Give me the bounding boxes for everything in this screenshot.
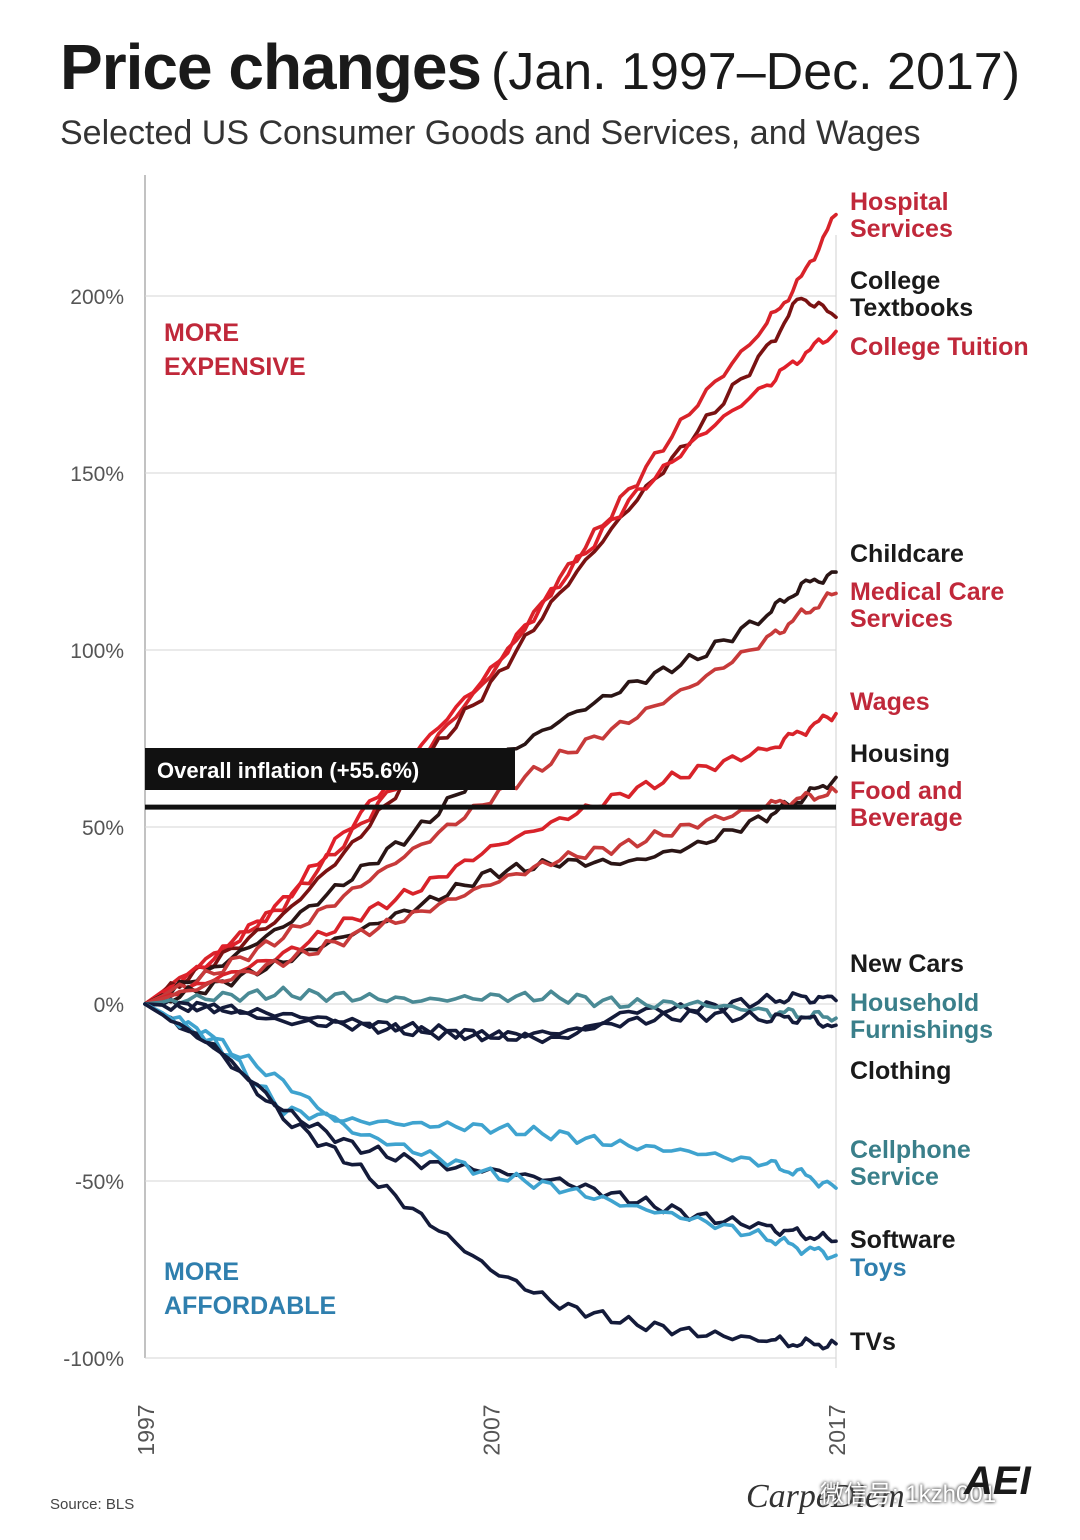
inflation-label-box bbox=[145, 748, 515, 790]
x-tick-label: 2007 bbox=[479, 1404, 505, 1455]
series-label: Cellphone Service bbox=[850, 1136, 971, 1191]
series-label-line: Services bbox=[850, 605, 953, 633]
aei-logo: AEI bbox=[963, 1459, 1032, 1502]
series-label: Wages bbox=[850, 688, 930, 716]
series-label-line: Toys bbox=[850, 1254, 907, 1282]
series-label: Software bbox=[850, 1226, 956, 1254]
more-affordable-line: MORE bbox=[164, 1258, 239, 1286]
y-tick-label: 150% bbox=[70, 463, 124, 486]
series-line-food-and-beverage bbox=[143, 785, 838, 1006]
zone-annotations: MORE EXPENSIVE MORE AFFORDABLE bbox=[164, 319, 336, 1320]
series-label: Childcare bbox=[850, 540, 964, 568]
series-label: New Cars bbox=[850, 950, 964, 978]
series-label-line: Childcare bbox=[850, 540, 964, 568]
grid-lines bbox=[144, 175, 837, 1368]
chart-subtitle: Selected US Consumer Goods and Services,… bbox=[60, 114, 921, 152]
more-affordable-note: MORE AFFORDABLE bbox=[164, 1258, 336, 1320]
series-line-tvs bbox=[143, 1002, 838, 1351]
x-axis-ticks: 1997 2007 2017 bbox=[133, 1404, 850, 1455]
x-tick-label: 1997 bbox=[133, 1404, 159, 1455]
series-label-line: College bbox=[850, 267, 940, 295]
series-label: Hospital Services bbox=[850, 188, 953, 243]
series-label-line: Software bbox=[850, 1226, 956, 1254]
series-label: Medical Care Services bbox=[850, 578, 1004, 633]
series-label-line: Textbooks bbox=[850, 294, 973, 322]
y-tick-label: 0% bbox=[94, 994, 124, 1017]
inflation-label: Overall inflation (+55.6%) bbox=[157, 758, 419, 783]
series-label: Household Furnishings bbox=[850, 989, 993, 1044]
y-tick-label: 100% bbox=[70, 640, 124, 663]
series-lines bbox=[143, 212, 838, 1351]
series-label-line: Housing bbox=[850, 740, 950, 768]
y-axis-ticks: 200% 150% 100% 50% 0% -50% -100% bbox=[63, 286, 124, 1371]
series-label-line: Clothing bbox=[850, 1057, 951, 1085]
series-label-line: College Tuition bbox=[850, 333, 1029, 361]
series-label: Food and Beverage bbox=[850, 777, 963, 832]
series-label: College Textbooks bbox=[850, 267, 973, 322]
series-line-college-textbooks bbox=[143, 296, 838, 1006]
series-label: TVs bbox=[850, 1328, 896, 1356]
series-label-line: Household bbox=[850, 989, 979, 1017]
title-range: (Jan. 1997–Dec. 2017) bbox=[491, 43, 1021, 101]
series-label: Clothing bbox=[850, 1057, 951, 1085]
series-label-line: Service bbox=[850, 1163, 939, 1191]
series-label-line: New Cars bbox=[850, 950, 964, 978]
series-label: Toys bbox=[850, 1254, 907, 1282]
y-tick-label: -100% bbox=[63, 1348, 124, 1371]
title-main: Price changes bbox=[60, 31, 482, 103]
series-label-line: Wages bbox=[850, 688, 930, 716]
series-label-line: Food and bbox=[850, 777, 962, 805]
series-label-line: Medical Care bbox=[850, 578, 1004, 606]
series-line-childcare bbox=[143, 570, 838, 1006]
series-label-line: Cellphone bbox=[850, 1136, 971, 1164]
series-label-line: TVs bbox=[850, 1328, 896, 1356]
more-expensive-line: EXPENSIVE bbox=[164, 353, 306, 381]
y-tick-label: 50% bbox=[82, 817, 124, 840]
more-affordable-line: AFFORDABLE bbox=[164, 1292, 336, 1320]
series-label: College Tuition bbox=[850, 333, 1029, 361]
brand-text: CarpeDiem bbox=[746, 1478, 905, 1515]
source-note: Source: BLS bbox=[50, 1496, 135, 1513]
price-change-chart: 200%150%100%50%0%-50%-100% 1997 2007 2017 … bbox=[63, 175, 1029, 1456]
series-label-line: Furnishings bbox=[850, 1016, 993, 1044]
watermark-text: 微信号: 1kzh001 bbox=[820, 1481, 997, 1508]
series-line-toys bbox=[143, 1002, 838, 1261]
x-tick-label: 2017 bbox=[824, 1404, 850, 1455]
series-line-college-tuition bbox=[143, 329, 838, 1006]
y-tick-label: -50% bbox=[75, 1171, 124, 1194]
more-expensive-note: MORE EXPENSIVE bbox=[164, 319, 306, 381]
y-tick-label: 200% bbox=[70, 286, 124, 309]
series-line-medical-care-services bbox=[143, 591, 838, 1006]
overall-inflation-marker: Overall inflation (+55.6%) bbox=[145, 748, 836, 810]
series-line-cellphone-service bbox=[143, 1002, 838, 1190]
chart-title: Price changes (Jan. 1997–Dec. 2017) bbox=[60, 30, 1020, 104]
series-label-line: Beverage bbox=[850, 804, 963, 832]
aei-logo-text: AEI bbox=[963, 1459, 1032, 1502]
series-line-new-cars bbox=[143, 991, 838, 1045]
more-expensive-line: MORE bbox=[164, 319, 239, 347]
series-label-line: Hospital bbox=[850, 188, 949, 216]
series-label: Housing bbox=[850, 740, 950, 768]
series-label-line: Services bbox=[850, 215, 953, 243]
series-line-clothing bbox=[143, 1000, 838, 1042]
